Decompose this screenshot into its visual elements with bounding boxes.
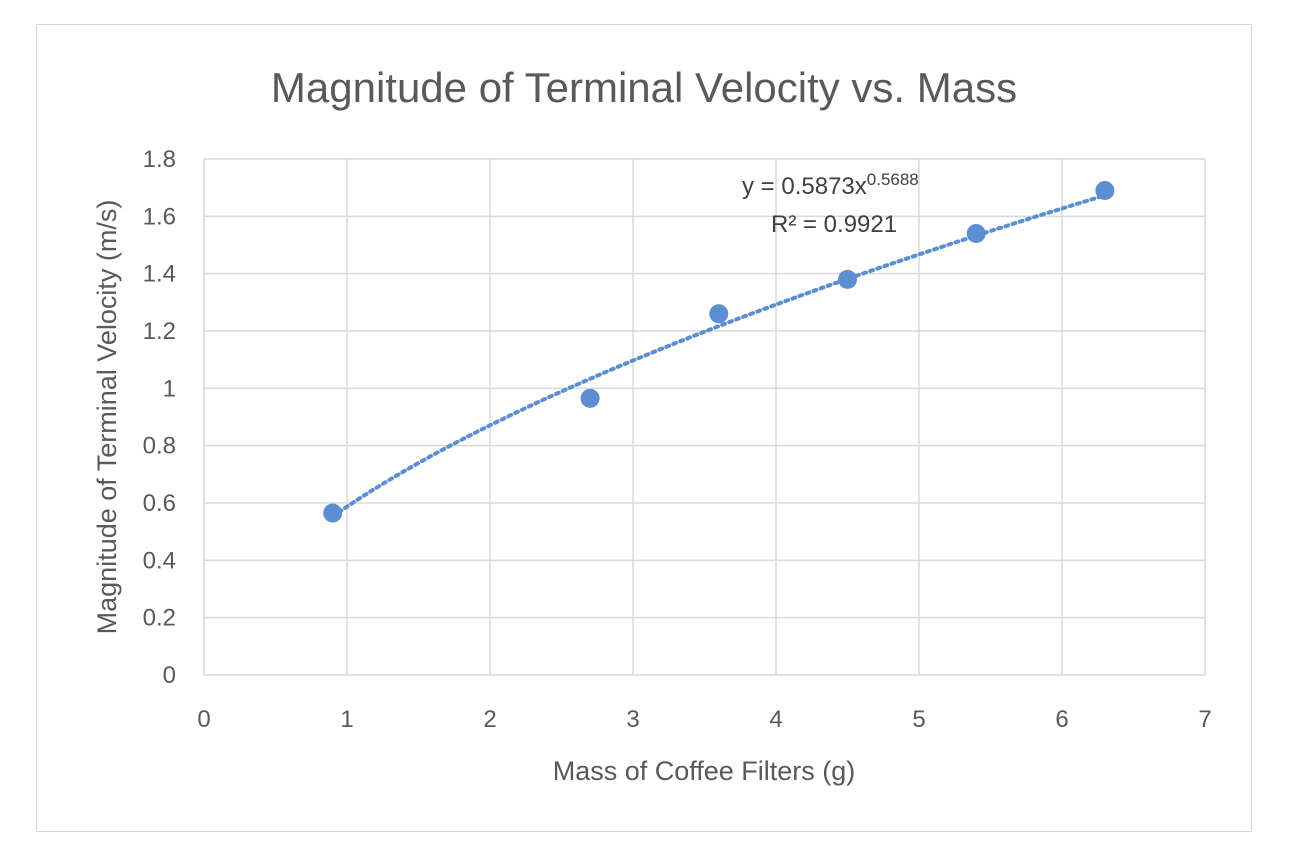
x-tick-label: 5 xyxy=(912,706,925,733)
trendline-equation-base: y = 0.5873x xyxy=(742,173,867,200)
x-tick-label: 3 xyxy=(626,706,639,733)
data-points-layer xyxy=(323,181,1115,523)
data-point xyxy=(323,503,343,523)
y-tick-label: 1 xyxy=(163,375,176,402)
y-tick-label: 0.8 xyxy=(143,433,176,460)
x-axis-title: Mass of Coffee Filters (g) xyxy=(553,756,856,786)
y-tick-label: 0 xyxy=(163,662,176,689)
y-tick-label: 1.2 xyxy=(143,318,176,345)
grid-layer xyxy=(203,158,1206,676)
data-point xyxy=(580,388,600,408)
x-tick-label: 7 xyxy=(1198,706,1211,733)
trendline-r-squared: R² = 0.9921 xyxy=(771,211,897,238)
x-tick-labels: 0 1 2 3 4 5 6 7 xyxy=(197,706,1211,733)
x-tick-label: 6 xyxy=(1055,706,1068,733)
data-point xyxy=(966,224,986,244)
x-tick-label: 0 xyxy=(197,706,210,733)
chart-title: Magnitude of Terminal Velocity vs. Mass xyxy=(271,64,1017,111)
trendline-equation-exponent: 0.5688 xyxy=(867,170,919,189)
y-tick-label: 0.2 xyxy=(143,605,176,632)
trendline-equation: y = 0.5873x0.5688 xyxy=(742,170,919,200)
x-tick-label: 4 xyxy=(769,706,782,733)
y-axis-title: Magnitude of Terminal Velocity (m/s) xyxy=(92,200,122,635)
y-tick-label: 1.6 xyxy=(143,203,176,230)
y-tick-label: 1.4 xyxy=(143,261,176,288)
x-tick-label: 2 xyxy=(483,706,496,733)
trendline xyxy=(330,193,1107,519)
data-point xyxy=(1095,181,1115,201)
data-point xyxy=(709,304,729,324)
x-tick-label: 1 xyxy=(340,706,353,733)
data-point xyxy=(838,269,857,289)
y-tick-label: 0.6 xyxy=(143,490,176,517)
y-tick-labels: 0 0.2 0.4 0.6 0.8 1 1.2 1.4 1.6 1.8 xyxy=(143,146,176,689)
trendline-layer xyxy=(330,193,1107,519)
y-tick-label: 1.8 xyxy=(143,146,176,173)
y-tick-label: 0.4 xyxy=(143,547,176,574)
